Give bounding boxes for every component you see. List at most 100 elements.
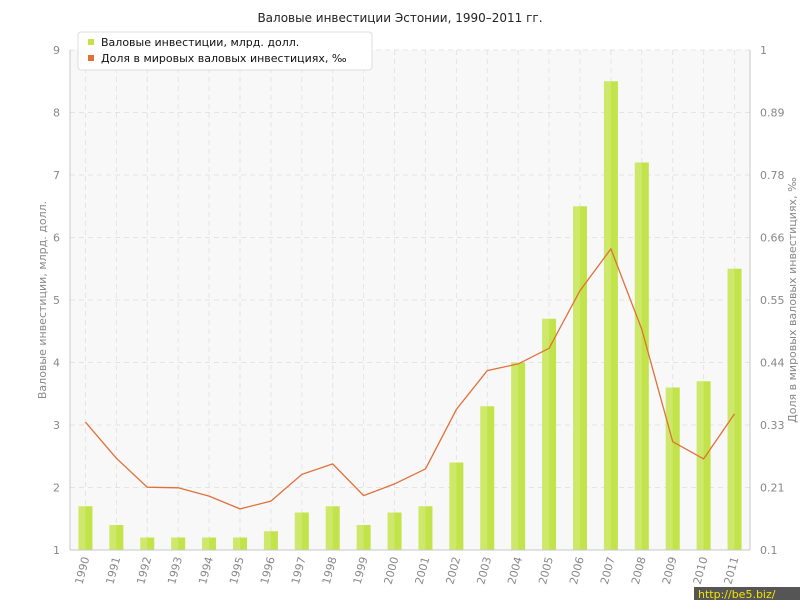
y-tick-label-left: 8 [53, 107, 60, 120]
bar-highlight [263, 531, 271, 550]
x-tick-label: 2007 [598, 555, 618, 585]
legend-swatch-bars [88, 39, 94, 45]
bar [171, 537, 186, 550]
y-tick-label-right: 1 [760, 44, 767, 57]
bar [356, 525, 371, 550]
bar-series [78, 81, 742, 550]
bar-highlight [171, 537, 179, 550]
y-tick-label-right: 0.89 [760, 107, 785, 120]
y-tick-label-left: 6 [53, 232, 60, 245]
y-tick-label-left: 4 [53, 357, 60, 370]
bar [696, 381, 711, 550]
bar-highlight [511, 362, 519, 550]
chart-title: Валовые инвестиции Эстонии, 1990–2011 гг… [257, 11, 542, 25]
y-axis-left-ticks: 1 2 3 4 5 6 7 8 9 [53, 44, 60, 557]
bar [634, 162, 649, 550]
bar-highlight [109, 525, 117, 550]
x-tick-label: 2008 [629, 555, 649, 585]
y-axis-left-label: Валовые инвестиции, млрд. долл. [36, 201, 49, 399]
bar-highlight [665, 387, 673, 550]
bar [603, 81, 618, 550]
bar-highlight [418, 506, 426, 550]
bar-highlight [294, 512, 302, 550]
x-tick-label: 1991 [103, 555, 123, 585]
x-tick-label: 2004 [505, 555, 525, 585]
legend-swatch-line [88, 55, 94, 61]
bar-highlight [387, 512, 395, 550]
x-tick-label: 2010 [691, 555, 711, 585]
y-tick-label-right: 0.66 [760, 232, 785, 245]
y-tick-label-left: 1 [53, 544, 60, 557]
bar [109, 525, 124, 550]
x-tick-label: 1997 [289, 555, 309, 585]
x-axis-ticks: 1990 1991 1992 1993 1994 1995 1996 1997 1998 1999… [73, 555, 742, 585]
bar [573, 206, 587, 550]
y-tick-label-left: 3 [53, 419, 60, 432]
bar-highlight [634, 162, 642, 550]
y-tick-label-left: 2 [53, 482, 60, 495]
bar [387, 512, 402, 550]
legend-label-line: Доля в мировых валовых инвестициях, ‰ [101, 52, 347, 65]
bar-highlight [573, 206, 580, 550]
bar-highlight [542, 318, 550, 550]
x-tick-label: 2000 [382, 555, 402, 585]
watermark-link[interactable]: http://be5.biz/ [698, 588, 776, 600]
bar-highlight [202, 537, 210, 550]
bar-highlight [233, 537, 240, 550]
y-tick-label-left: 9 [53, 44, 60, 57]
bar-highlight [78, 506, 86, 550]
legend-box [77, 31, 373, 71]
bar [480, 406, 495, 550]
bar [202, 537, 217, 550]
bar [727, 268, 742, 550]
bar-highlight [325, 506, 333, 550]
y-tick-label-right: 0.33 [760, 419, 785, 432]
axes [69, 50, 751, 551]
bar [294, 512, 309, 550]
bar-highlight [727, 268, 735, 550]
bar [511, 362, 526, 550]
x-tick-label: 2011 [722, 555, 742, 585]
bar [78, 506, 93, 550]
x-tick-label: 1999 [351, 555, 371, 585]
y-axis-right-label: Доля в мировых валовых инвестициях, ‰ [786, 177, 799, 423]
bar-highlight [480, 406, 488, 550]
y-tick-label-right: 0.55 [760, 294, 785, 307]
bar-highlight [603, 81, 611, 550]
watermark[interactable]: http://be5.biz/ [694, 587, 800, 600]
bar [140, 537, 155, 550]
legend: Валовые инвестиции, млрд. долл. Доля в м… [77, 31, 373, 71]
bar-highlight [356, 525, 364, 550]
x-tick-label: 1990 [73, 555, 93, 585]
line-series [85, 247, 736, 510]
y-tick-label-right: 0.1 [760, 544, 778, 557]
legend-label-bars: Валовые инвестиции, млрд. долл. [101, 36, 299, 49]
bar-highlight [140, 537, 148, 550]
x-tick-label: 2002 [443, 555, 463, 585]
x-tick-label: 2005 [536, 555, 556, 585]
x-tick-label: 2001 [413, 555, 433, 585]
y-tick-label-right: 0.78 [760, 169, 785, 182]
x-tick-label: 2006 [567, 555, 587, 585]
bar-highlight [696, 381, 704, 550]
bar [418, 506, 433, 550]
bar [233, 537, 247, 550]
x-tick-label: 1998 [320, 555, 340, 585]
x-tick-label: 1994 [196, 555, 216, 585]
y-tick-label-left: 5 [53, 294, 60, 307]
bar [542, 318, 557, 550]
x-tick-label: 1995 [227, 555, 247, 585]
y-tick-label-left: 7 [53, 169, 60, 182]
x-tick-label: 2009 [660, 555, 680, 585]
series-line [85, 247, 736, 510]
x-tick-label: 1996 [258, 555, 278, 585]
bar [325, 506, 340, 550]
y-axis-right-ticks: 0.1 0.21 0.33 0.44 0.55 0.66 0.78 0.89 1 [760, 44, 785, 557]
x-tick-label: 1993 [165, 555, 185, 585]
y-tick-label-right: 0.21 [760, 482, 785, 495]
bar [449, 462, 464, 550]
watermark-background [694, 587, 800, 600]
bar [263, 531, 278, 550]
y-tick-label-right: 0.44 [760, 357, 785, 370]
